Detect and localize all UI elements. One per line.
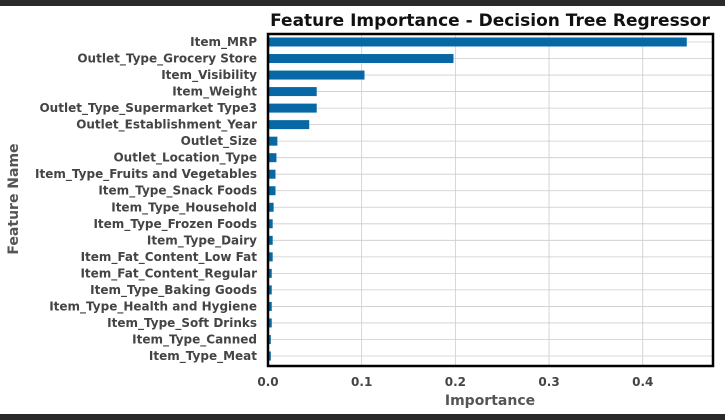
y-tick-label: Item_Visibility bbox=[161, 68, 257, 83]
y-tick-label: Item_MRP bbox=[190, 35, 257, 50]
bar bbox=[268, 301, 272, 311]
y-tick-label: Item_Type_Household bbox=[111, 200, 257, 215]
y-tick-label: Outlet_Type_Grocery Store bbox=[77, 52, 257, 67]
x-tick-label: 0.0 bbox=[257, 375, 278, 389]
y-tick-label: Item_Type_Baking Goods bbox=[90, 283, 257, 298]
bar bbox=[268, 103, 317, 113]
grid-lines bbox=[267, 34, 713, 366]
y-tick-label: Outlet_Type_Supermarket Type3 bbox=[39, 101, 257, 116]
y-tick-label: Item_Type_Frozen Foods bbox=[93, 217, 257, 232]
bar bbox=[268, 252, 273, 262]
bar bbox=[268, 37, 687, 47]
bar bbox=[268, 235, 273, 245]
bar bbox=[268, 268, 272, 278]
y-tick-label: Item_Type_Meat bbox=[149, 349, 257, 364]
plot-area-border bbox=[266, 32, 715, 368]
window-top-border bbox=[0, 0, 725, 6]
y-tick-label: Item_Type_Soft Drinks bbox=[107, 316, 257, 331]
bar bbox=[268, 334, 271, 344]
bar bbox=[268, 219, 273, 229]
y-tick-label: Item_Type_Snack Foods bbox=[98, 184, 257, 199]
bar bbox=[268, 186, 276, 196]
y-tick-label: Outlet_Size bbox=[181, 134, 257, 149]
x-tick-label: 0.3 bbox=[538, 375, 559, 389]
y-tick-label: Outlet_Location_Type bbox=[113, 151, 257, 166]
bar bbox=[268, 136, 278, 146]
y-tick-label: Item_Type_Fruits and Vegetables bbox=[35, 167, 257, 182]
y-tick-label: Item_Type_Dairy bbox=[147, 233, 257, 248]
bar bbox=[268, 87, 317, 97]
x-tick-label: 0.2 bbox=[445, 375, 466, 389]
bar bbox=[268, 318, 272, 328]
x-tick-label: 0.1 bbox=[351, 375, 372, 389]
y-axis-label: Feature Name bbox=[6, 143, 22, 254]
window-bottom-border bbox=[0, 414, 725, 420]
bar bbox=[268, 285, 272, 295]
y-tick-label: Item_Type_Canned bbox=[132, 332, 257, 347]
chart-title: Feature Importance - Decision Tree Regre… bbox=[270, 11, 710, 31]
bars-group bbox=[268, 37, 687, 361]
bar bbox=[268, 202, 274, 212]
y-tick-label: Item_Weight bbox=[172, 85, 257, 100]
y-tick-label: Item_Fat_Content_Low Fat bbox=[81, 250, 258, 265]
x-tick-label: 0.4 bbox=[632, 375, 653, 389]
x-tick-labels: 0.0 0.1 0.2 0.3 0.4 bbox=[257, 375, 653, 389]
bar bbox=[268, 120, 310, 130]
y-tick-label: Item_Fat_Content_Regular bbox=[80, 266, 257, 281]
bar bbox=[268, 70, 365, 80]
bar bbox=[268, 153, 277, 163]
x-axis-label: Importance bbox=[445, 393, 535, 409]
bar bbox=[268, 169, 276, 179]
y-tick-label: Outlet_Establishment_Year bbox=[76, 118, 257, 133]
y-tick-labels: Item_MRP Outlet_Type_Grocery StoreItem_Vi… bbox=[35, 35, 257, 364]
bar bbox=[268, 54, 454, 64]
bar bbox=[268, 351, 271, 361]
y-tick-label: Item_Type_Health and Hygiene bbox=[49, 299, 257, 314]
